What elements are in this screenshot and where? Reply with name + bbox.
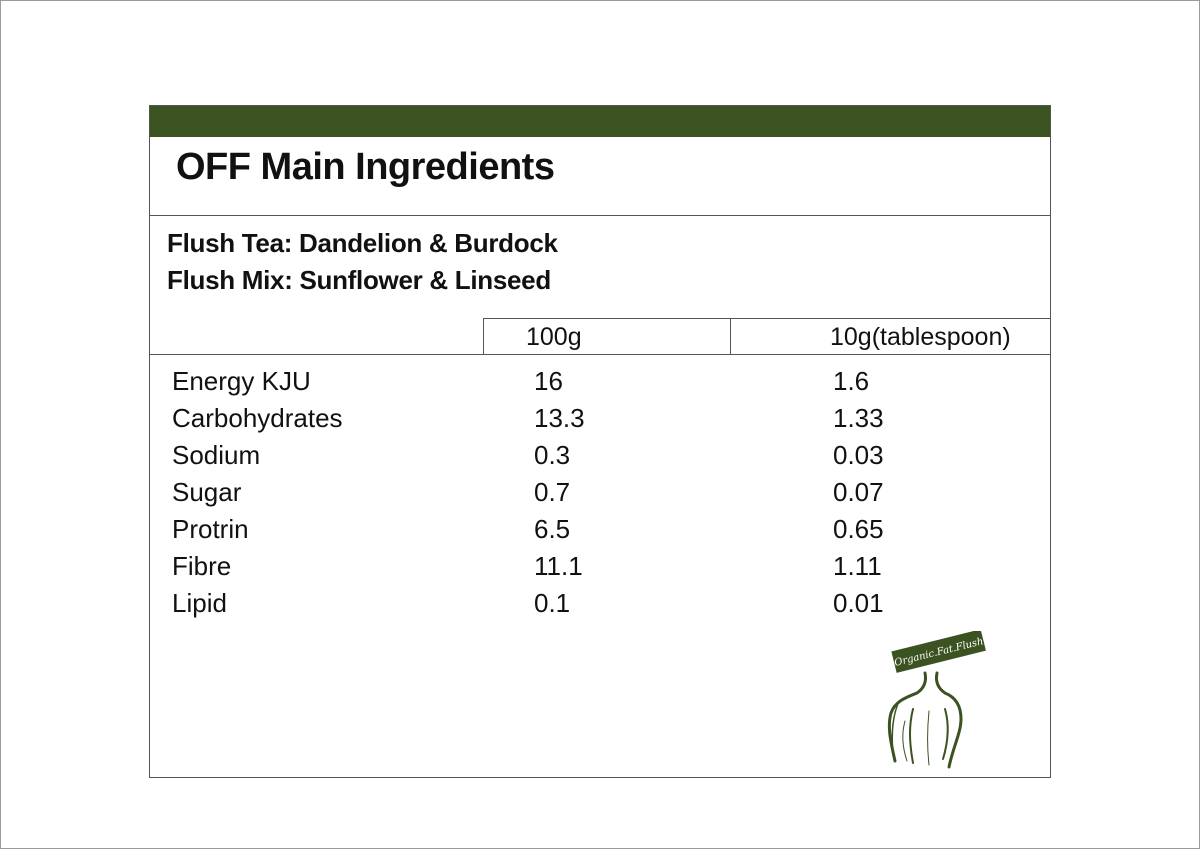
nutrient-name: Fibre (172, 551, 232, 581)
value-100g: 13.3 (534, 403, 585, 433)
body-silhouette-icon (887, 671, 963, 769)
divider (150, 354, 1050, 355)
table-row: Sodium 0.3 0.03 (150, 440, 1050, 477)
nutrient-name: Sugar (172, 477, 242, 507)
value-10g: 0.07 (833, 477, 884, 507)
value-100g: 0.3 (534, 440, 571, 470)
column-header-10g: 10g(tablespoon) (730, 318, 1050, 354)
table-row: Sugar 0.7 0.07 (150, 477, 1050, 514)
page-title: OFF Main Ingredients (176, 146, 555, 188)
value-100g: 11.1 (534, 551, 583, 581)
value-10g: 1.33 (833, 403, 884, 433)
ingredients-card: OFF Main Ingredients Flush Tea: Dandelio… (149, 105, 1051, 778)
nutrient-name: Carbohydrates (172, 403, 343, 433)
brand-logo: Organic.Fat.Flush (887, 631, 986, 769)
nutrient-name: Sodium (172, 440, 261, 470)
value-10g: 1.11 (833, 551, 882, 581)
value-100g: 6.5 (534, 514, 571, 544)
value-10g: 1.6 (833, 366, 870, 396)
subtitle-mix: Flush Mix: Sunflower & Linseed (167, 265, 551, 295)
table-row: Protrin 6.5 0.65 (150, 514, 1050, 551)
header-bar (150, 106, 1050, 137)
divider (150, 215, 1050, 216)
table-row: Energy KJU 16 1.6 (150, 366, 1050, 403)
column-header-100g: 100g (483, 318, 731, 354)
nutrient-name: Lipid (172, 588, 227, 618)
value-100g: 16 (534, 366, 563, 396)
value-10g: 0.03 (833, 440, 884, 470)
value-10g: 0.65 (833, 514, 884, 544)
value-100g: 0.7 (534, 477, 571, 507)
nutrient-name: Protrin (172, 514, 249, 544)
value-10g: 0.01 (833, 588, 884, 618)
nutrient-name: Energy KJU (172, 366, 311, 396)
value-100g: 0.1 (534, 588, 571, 618)
subtitle-tea: Flush Tea: Dandelion & Burdock (167, 228, 558, 258)
table-row: Fibre 11.1 1.11 (150, 551, 1050, 588)
logo-label-badge: Organic.Fat.Flush (891, 631, 986, 673)
table-row: Carbohydrates 13.3 1.33 (150, 403, 1050, 440)
table-row: Lipid 0.1 0.01 (150, 588, 1050, 625)
